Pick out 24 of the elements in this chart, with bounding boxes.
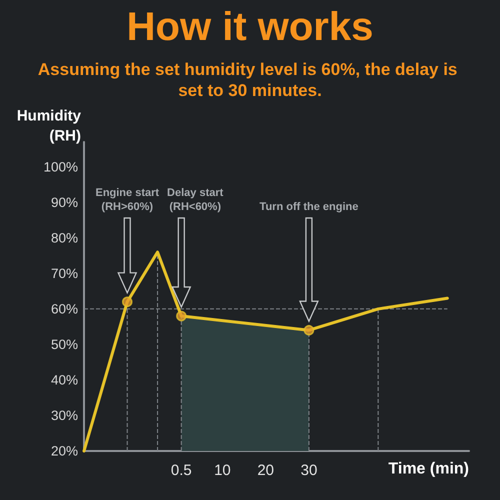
chart-title: How it works (126, 5, 374, 49)
y-tick-label: 80% (50, 230, 78, 246)
y-axis-title: Humidity (RH) (16, 108, 82, 144)
line-series (82, 250, 449, 452)
y-tick-label: 30% (50, 408, 78, 423)
point (304, 324, 314, 336)
y-tick-label: 60% (50, 301, 78, 316)
annotation: Engine start (RH>60%) (95, 187, 160, 213)
y-tick-label: 20% (50, 444, 78, 458)
annotation: Turn off the engine (260, 201, 358, 213)
y-tick-label: 90% (50, 194, 78, 210)
x-tick-label: 20 (257, 462, 274, 479)
y-tick-label: 100% (43, 159, 78, 174)
y-tick-label: 70% (50, 266, 78, 281)
y-tick-label: 50% (50, 336, 78, 352)
x-axis-title: Time (min) (388, 460, 470, 478)
x-tick-label: 30 (300, 462, 318, 479)
x-tick-label: 10 (214, 462, 231, 479)
chart-subtitle: Assuming the set humidity level is 60%, the delay is set to 30 minutes. (38, 60, 462, 100)
x-tick-label: 0.5 (170, 462, 192, 479)
annotation: Delay start (RH<60%) (167, 187, 224, 213)
point (176, 310, 187, 322)
y-tick-label: 40% (50, 372, 78, 388)
point (122, 296, 133, 308)
